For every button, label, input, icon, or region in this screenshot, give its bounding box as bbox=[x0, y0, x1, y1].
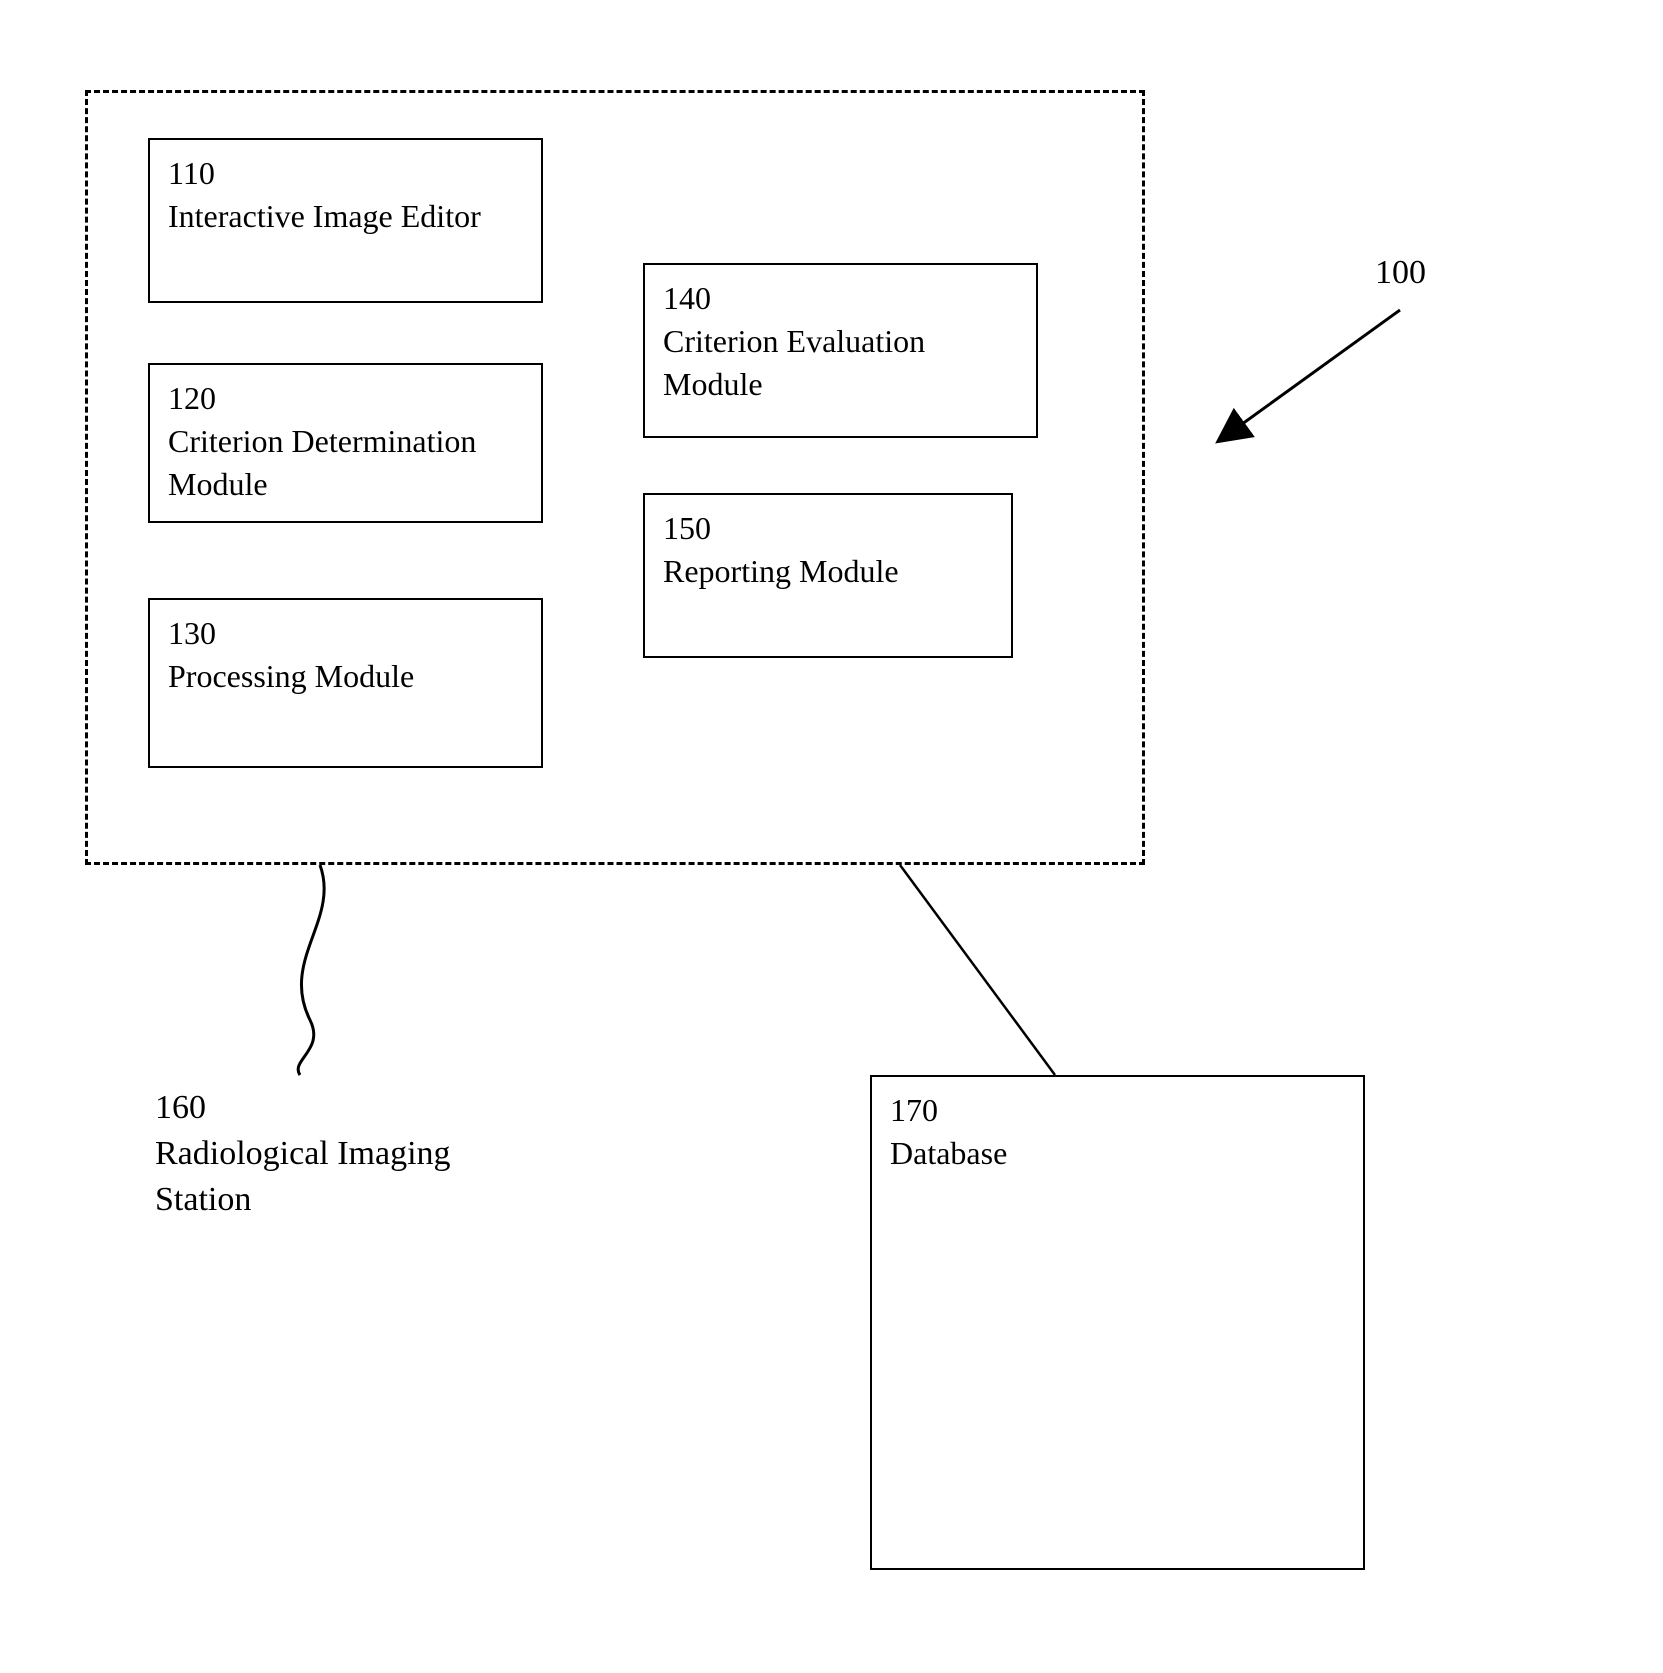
connector-database bbox=[900, 865, 1055, 1075]
module-140-label: Criterion Evaluation Module bbox=[663, 320, 1018, 406]
station-label-line1: Radiological Imaging bbox=[155, 1135, 451, 1172]
database-box: 170 Database bbox=[870, 1075, 1365, 1570]
module-120: 120 Criterion Determination Module bbox=[148, 363, 543, 523]
module-140: 140 Criterion Evaluation Module bbox=[643, 263, 1038, 438]
module-140-number: 140 bbox=[663, 277, 1018, 320]
arrow-100 bbox=[1220, 310, 1400, 440]
module-120-label: Criterion Determination Module bbox=[168, 420, 523, 506]
reference-100-number: 100 bbox=[1375, 254, 1426, 291]
module-150: 150 Reporting Module bbox=[643, 493, 1013, 658]
station-label: 160 Radiological Imaging Station bbox=[155, 1085, 451, 1223]
module-120-number: 120 bbox=[168, 377, 523, 420]
module-110-number: 110 bbox=[168, 152, 523, 195]
station-label-line2: Station bbox=[155, 1181, 251, 1218]
module-150-number: 150 bbox=[663, 507, 993, 550]
module-130-label: Processing Module bbox=[168, 655, 523, 698]
connector-station bbox=[298, 865, 324, 1075]
database-number: 170 bbox=[890, 1092, 938, 1128]
database-label: Database bbox=[890, 1135, 1007, 1171]
reference-100: 100 bbox=[1375, 250, 1426, 296]
module-150-label: Reporting Module bbox=[663, 550, 993, 593]
module-110-label: Interactive Image Editor bbox=[168, 195, 523, 238]
module-130: 130 Processing Module bbox=[148, 598, 543, 768]
system-container: 110 Interactive Image Editor 120 Criteri… bbox=[85, 90, 1145, 865]
module-110: 110 Interactive Image Editor bbox=[148, 138, 543, 303]
station-number: 160 bbox=[155, 1089, 206, 1126]
module-130-number: 130 bbox=[168, 612, 523, 655]
